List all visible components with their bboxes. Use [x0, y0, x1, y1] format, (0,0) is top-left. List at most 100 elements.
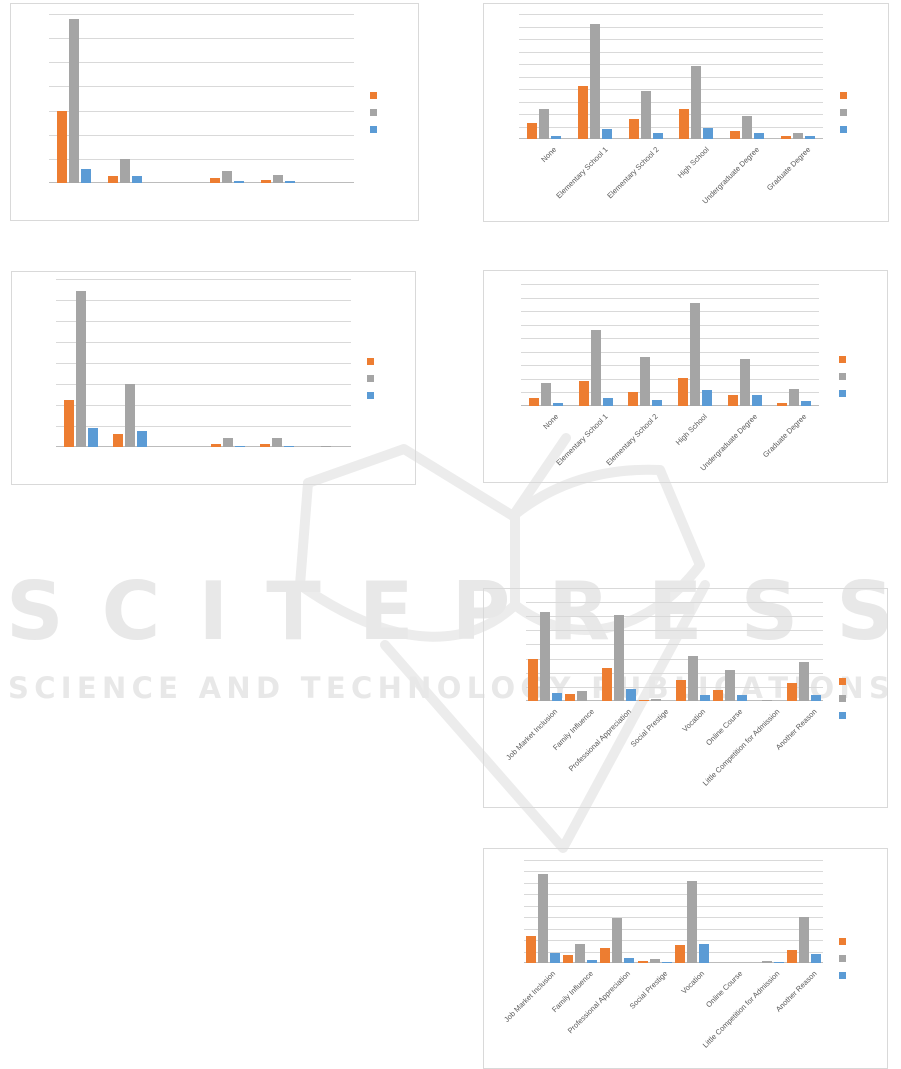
- gridline: [524, 894, 823, 896]
- x-axis-label-job-market-inclusion: Job Market Inclusion: [502, 969, 558, 1025]
- x-axis-label-vocation: Vocation: [680, 707, 708, 734]
- x-axis-label-professional-appreciation: Professional Appreciation: [566, 707, 634, 774]
- bar-gray-graduate-degree: [792, 133, 803, 139]
- legend-swatch-gray: [370, 109, 377, 116]
- x-axis-line: [526, 700, 823, 701]
- plot-area: [526, 602, 823, 701]
- legend-swatch-gray: [839, 373, 846, 380]
- bar-blue-another-reason: [811, 954, 822, 963]
- bar-group-elementary-school-2: [620, 284, 670, 406]
- bar-gray-another-reason: [799, 662, 810, 701]
- bar-orange-another-reason: [787, 683, 798, 701]
- legend-swatch-blue: [367, 392, 374, 399]
- legend-swatch-gray: [839, 955, 846, 962]
- watermark-letter: [183, 674, 193, 702]
- x-axis-label-elementary-school-2: Elementary School 2: [604, 412, 660, 468]
- gridline: [519, 26, 823, 28]
- gridline: [49, 38, 354, 40]
- bar-orange-job-market-inclusion: [525, 936, 536, 963]
- bar-gray-job-market-inclusion: [537, 874, 548, 963]
- gridline: [49, 14, 354, 15]
- bar-blue-graduate-degree: [801, 401, 812, 406]
- watermark-letter: E: [325, 671, 346, 705]
- bar-gray-none: [540, 383, 551, 406]
- bar-orange-family-influence: [563, 955, 574, 963]
- watermark-letter: L: [466, 671, 486, 705]
- gridline: [526, 616, 823, 618]
- bar-gray-cat4: [221, 171, 232, 183]
- gridline: [519, 126, 823, 128]
- bar-orange-graduate-degree: [777, 403, 788, 406]
- bar-orange-social-prestige: [638, 700, 649, 701]
- bar-gray-graduate-degree: [789, 389, 800, 406]
- bar-gray-elementary-school-2: [640, 91, 651, 139]
- bar-gray-online-course: [725, 670, 736, 701]
- gridline: [521, 378, 819, 380]
- bar-group-5: [253, 279, 302, 447]
- bar-orange-vocation: [675, 945, 686, 963]
- watermark-letter: O: [490, 671, 516, 705]
- bar-blue-job-market-inclusion: [549, 953, 560, 963]
- bar-orange-family-influence: [564, 694, 575, 701]
- bar-group-high-school: [670, 284, 720, 406]
- bar-group-vocation: [674, 860, 711, 963]
- watermark-letter: P: [451, 565, 511, 658]
- bar-orange-high-school: [679, 109, 690, 139]
- legend-swatch-gray: [840, 109, 847, 116]
- legend: [839, 938, 846, 979]
- bar-chart-lower-right: Job Market Inclusion Family Influence Prof…: [483, 588, 888, 808]
- bar-orange-cat4: [211, 444, 222, 447]
- bar-group-social-prestige: [636, 860, 673, 963]
- watermark-letter: C: [34, 671, 56, 705]
- plot-area: [519, 14, 823, 139]
- gridline: [526, 672, 823, 674]
- bar-blue-elementary-school-2: [652, 400, 663, 406]
- bar-group-family-influence: [561, 860, 598, 963]
- x-axis-label-professional-appreciation: Professional Appreciation: [565, 969, 632, 1036]
- bar-gray-high-school: [691, 66, 702, 139]
- legend-swatch-blue: [370, 126, 377, 133]
- bar-group-social-prestige: [637, 602, 674, 701]
- legend-swatch-orange: [839, 938, 846, 945]
- bar-orange-elementary-school-2: [628, 392, 639, 406]
- bar-group-job-market-inclusion: [524, 860, 561, 963]
- bar-group-family-influence: [563, 602, 600, 701]
- bar-orange-online-course: [713, 690, 724, 701]
- bar-gray-high-school: [689, 303, 700, 406]
- bar-orange-professional-appreciation: [600, 948, 611, 963]
- bar-gray-elementary-school-1: [590, 24, 601, 139]
- gridline: [526, 658, 823, 660]
- bar-orange-cat4: [209, 178, 220, 183]
- bar-group-6: [303, 14, 354, 183]
- bar-group-another-reason: [786, 860, 823, 963]
- bar-group-professional-appreciation: [599, 860, 636, 963]
- bar-orange-job-market-inclusion: [527, 659, 538, 701]
- bar-blue-cat5: [284, 181, 295, 183]
- legend-swatch-orange: [840, 92, 847, 99]
- legend-swatch-blue: [839, 390, 846, 397]
- bar-gray-social-prestige: [649, 959, 660, 963]
- bar-group-4: [202, 14, 253, 183]
- bar-chart-top-right: None Elementary School 1 Elementary School…: [483, 3, 889, 222]
- bar-gray-cat2: [120, 159, 131, 183]
- x-axis-label-graduate-degree: Graduate Degree: [761, 412, 809, 460]
- bar-blue-social-prestige: [661, 962, 672, 963]
- watermark-letter: E: [158, 671, 178, 705]
- bar-gray-cat2: [124, 384, 135, 447]
- x-axis-label-little-competition-for-admission: Little Competition for Admission: [700, 969, 782, 1050]
- bar-orange-cat2: [112, 434, 123, 447]
- bar-blue-vocation: [700, 695, 711, 701]
- bar-orange-none: [527, 123, 538, 139]
- bar-group-4: [204, 279, 253, 447]
- bar-blue-high-school: [703, 128, 714, 139]
- watermark-letter: C: [350, 671, 373, 705]
- bar-gray-none: [539, 109, 550, 139]
- bar-blue-elementary-school-1: [602, 398, 613, 406]
- gridline: [524, 928, 823, 930]
- plot-area: [49, 14, 354, 183]
- legend: [840, 92, 847, 133]
- bar-group-5: [252, 14, 303, 183]
- gridline: [521, 351, 819, 353]
- gridline: [56, 384, 351, 385]
